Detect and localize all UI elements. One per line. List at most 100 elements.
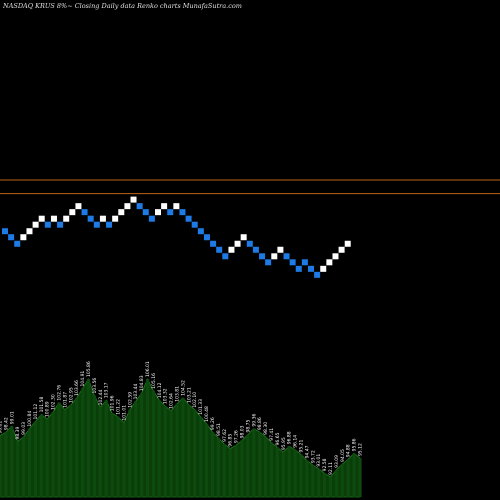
volume-label: 101.22 xyxy=(116,399,122,415)
volume-bar xyxy=(39,414,43,497)
volume-label: 102.10 xyxy=(192,392,198,408)
volume-bar xyxy=(145,379,150,497)
renko-brick-up xyxy=(338,246,345,253)
volume-label: 101.33 xyxy=(198,399,204,415)
renko-brick-up xyxy=(75,203,82,210)
volume-bar xyxy=(110,413,114,497)
volume-bar xyxy=(322,473,327,497)
renko-brick-up xyxy=(112,215,119,222)
volume-label: 106.01 xyxy=(145,361,151,377)
renko-brick-up xyxy=(69,209,76,216)
volume-bar xyxy=(4,432,8,497)
volume-bar xyxy=(75,397,79,497)
renko-brick-up xyxy=(26,228,33,235)
volume-bar xyxy=(216,438,220,497)
renko-brick-up xyxy=(38,215,45,222)
renko-brick-up xyxy=(228,246,235,253)
renko-brick-up xyxy=(118,209,125,216)
volume-bar xyxy=(140,393,144,497)
volume-bar xyxy=(92,395,97,497)
volume-bar xyxy=(69,404,73,497)
renko-brick-up xyxy=(130,196,137,203)
volume-label: 101.01 xyxy=(121,405,127,421)
renko-brick-down xyxy=(252,246,259,253)
volume-bar xyxy=(204,423,209,497)
volume-bar xyxy=(293,449,297,497)
volume-label: 99.36 xyxy=(251,414,257,427)
renko-brick-down xyxy=(142,209,149,216)
renko-brick-up xyxy=(63,215,70,222)
volume-bar xyxy=(27,428,32,497)
volume-bar xyxy=(81,388,85,497)
volume-label: 94.47 xyxy=(304,445,310,458)
volume-label: 101.12 xyxy=(33,404,39,420)
renko-brick-down xyxy=(203,234,210,241)
volume-bar xyxy=(16,441,20,497)
renko-brick-up xyxy=(344,240,351,247)
renko-brick-down xyxy=(179,209,186,216)
volume-bar xyxy=(246,434,250,497)
renko-brick-down xyxy=(167,209,174,216)
renko-brick-down xyxy=(197,228,204,235)
renko-brick-down xyxy=(106,221,113,228)
volume-label: 95.12 xyxy=(358,443,364,456)
volume-bar xyxy=(199,416,203,497)
volume-label: 95.95 xyxy=(281,437,287,450)
volume-label: 102.59 xyxy=(127,392,133,408)
volume-bar xyxy=(263,436,268,497)
volume-bar xyxy=(57,402,61,497)
volume-bar xyxy=(169,410,173,497)
volume-bar xyxy=(116,416,120,497)
renko-brick-down xyxy=(44,221,51,228)
volume-bar xyxy=(181,397,185,497)
volume-bar xyxy=(128,409,132,497)
volume-bar xyxy=(98,407,102,497)
reference-lines xyxy=(0,179,500,195)
volume-bar xyxy=(163,406,167,497)
volume-label: 96.88 xyxy=(287,431,293,444)
volume-label: 100.89 xyxy=(45,401,51,417)
volume-bar xyxy=(328,476,333,497)
volume-label: 102.30 xyxy=(51,394,57,410)
renko-brick-down xyxy=(283,253,290,260)
renko-brick-up xyxy=(20,234,27,241)
volume-bar xyxy=(151,390,156,497)
volume-label: 101.58 xyxy=(39,397,45,413)
volume-label: 98.75 xyxy=(245,419,251,432)
volume-label: 93.09 xyxy=(334,455,340,468)
volume-label: 93.01 xyxy=(316,454,322,467)
volume-label: 103.21 xyxy=(186,387,192,403)
volume-bar xyxy=(275,447,279,497)
volume-bar xyxy=(22,436,26,497)
renko-brick-down xyxy=(295,265,302,272)
renko-brick-down xyxy=(8,234,15,241)
chart-title: NASDAQ KRUS 8%~ Closing Daily data Renko… xyxy=(2,2,242,10)
volume-bar xyxy=(240,440,244,497)
volume-label: 103.17 xyxy=(104,382,110,398)
renko-brick-up xyxy=(240,234,247,241)
volume-bar xyxy=(33,421,38,497)
volume-label: 101.87 xyxy=(62,392,68,408)
volume-label: 98.86 xyxy=(257,417,263,430)
volume-bar xyxy=(352,453,356,497)
volume-label: 92.11 xyxy=(328,462,334,475)
renko-brick-down xyxy=(314,271,321,278)
volume-bar xyxy=(10,426,14,497)
volume-label: 97.26 xyxy=(234,430,240,443)
volume-bar xyxy=(311,465,315,497)
renko-brick-down xyxy=(222,253,229,260)
volume-label: 104.12 xyxy=(157,382,163,398)
volume-label: 98.30 xyxy=(263,422,269,435)
volume-label: 94.88 xyxy=(346,444,352,457)
volume-label: 103.66 xyxy=(74,380,80,396)
volume-label: 99.01 xyxy=(9,411,15,424)
renko-brick-up xyxy=(99,215,106,222)
volume-bar xyxy=(45,419,49,497)
volume-label: 97.41 xyxy=(269,428,275,441)
renko-brick-down xyxy=(93,221,100,228)
volume-bar xyxy=(210,432,215,497)
volume-label: 103.32 xyxy=(163,388,169,404)
volume-bar xyxy=(234,445,238,497)
volume-label: 102.44 xyxy=(98,389,104,405)
